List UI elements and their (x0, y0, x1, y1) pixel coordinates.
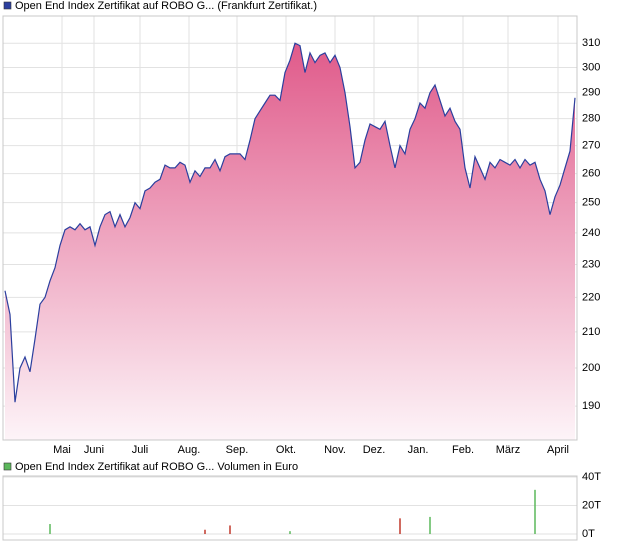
x-tick-label: Okt. (276, 444, 296, 456)
y-tick-label: 310 (582, 37, 600, 49)
volume-bar (229, 525, 231, 535)
x-tick-label: Dez. (363, 444, 386, 456)
plot-area (3, 476, 577, 540)
y-tick-label: 270 (582, 140, 600, 152)
x-tick-label: März (496, 444, 520, 456)
y-tick-label: 0T (582, 528, 595, 540)
y-tick-label: 260 (582, 168, 600, 180)
area-fill (5, 43, 575, 440)
legend-swatch (3, 462, 12, 471)
plot-frame (2, 475, 578, 541)
x-tick-label: Juli (132, 444, 149, 456)
price-line (4, 42, 576, 403)
legend-swatch (3, 1, 12, 10)
x-tick-label: April (547, 444, 569, 456)
plot-frame (2, 15, 578, 441)
volume-bar (49, 524, 51, 535)
y-tick-label: 280 (582, 113, 600, 125)
volume-bar (204, 529, 206, 535)
y-tick-label: 290 (582, 87, 600, 99)
x-tick-label: Feb. (452, 444, 474, 456)
volume-bar (534, 489, 536, 535)
y-tick-label: 20T (582, 499, 601, 511)
volume-bar (429, 516, 431, 535)
x-tick-label: Aug. (178, 444, 201, 456)
x-tick-label: Mai (53, 444, 71, 456)
volume-bar (399, 518, 401, 535)
y-tick-label: 240 (582, 227, 600, 239)
y-tick-label: 300 (582, 61, 600, 73)
legend-label: Open End Index Zertifikat auf ROBO G... … (15, 461, 298, 473)
x-tick-label: Jan. (408, 444, 429, 456)
y-tick-label: 250 (582, 197, 600, 209)
y-tick-label: 230 (582, 258, 600, 270)
y-tick-label: 200 (582, 362, 600, 374)
y-tick-label: 220 (582, 291, 600, 303)
x-tick-label: Nov. (324, 444, 346, 456)
legend-label: Open End Index Zertifikat auf ROBO G... … (15, 0, 317, 12)
y-tick-label: 190 (582, 400, 600, 412)
x-tick-label: Sep. (226, 444, 249, 456)
y-tick-label: 210 (582, 326, 600, 338)
x-tick-label: Juni (84, 444, 104, 456)
volume-bar (289, 531, 291, 535)
y-tick-label: 40T (582, 471, 601, 483)
